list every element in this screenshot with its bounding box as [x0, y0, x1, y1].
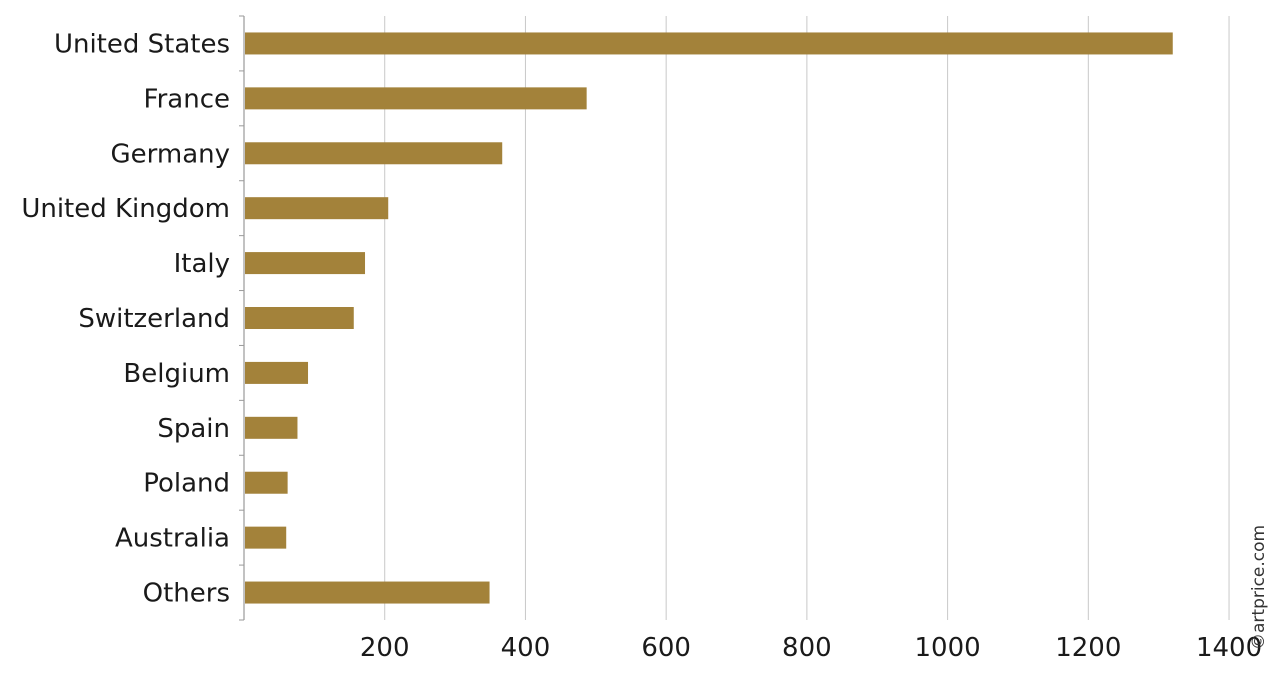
bar — [245, 307, 354, 329]
category-label: Australia — [115, 524, 230, 554]
x-tick-label: 200 — [360, 633, 410, 663]
x-tick-label: 1400 — [1196, 633, 1262, 663]
watermark-text: ©artprice.com — [1249, 525, 1269, 650]
category-label: Germany — [110, 139, 230, 169]
category-labels: United States France Germany United Kingdom… — [21, 29, 230, 608]
category-label: Belgium — [123, 359, 230, 389]
grid-lines — [384, 16, 1230, 620]
bar — [245, 252, 366, 275]
category-label: Spain — [157, 414, 230, 444]
x-tick-label: 400 — [501, 633, 551, 663]
bar — [245, 416, 298, 439]
x-tick-label: 800 — [782, 633, 832, 663]
bar — [245, 32, 1173, 55]
category-label: France — [144, 84, 230, 114]
x-tick-label: 600 — [641, 633, 691, 663]
bar — [245, 526, 287, 549]
category-label: Poland — [143, 469, 230, 499]
bar — [245, 471, 288, 494]
category-label: Switzerland — [78, 304, 230, 334]
x-tick-label: 1000 — [915, 633, 981, 663]
category-label: Italy — [174, 249, 230, 279]
category-label: Others — [143, 579, 230, 609]
bar — [245, 87, 587, 110]
x-tick-label: 1200 — [1055, 633, 1121, 663]
bar — [245, 581, 490, 604]
bar — [245, 197, 389, 220]
x-tick-labels: 200 400 600 800 1000 1200 1400 — [360, 633, 1262, 663]
category-label: United States — [54, 29, 230, 59]
bar — [245, 142, 503, 165]
category-label: United Kingdom — [21, 194, 230, 224]
y-axis — [239, 15, 245, 621]
bars — [245, 32, 1173, 604]
bar — [245, 361, 309, 384]
